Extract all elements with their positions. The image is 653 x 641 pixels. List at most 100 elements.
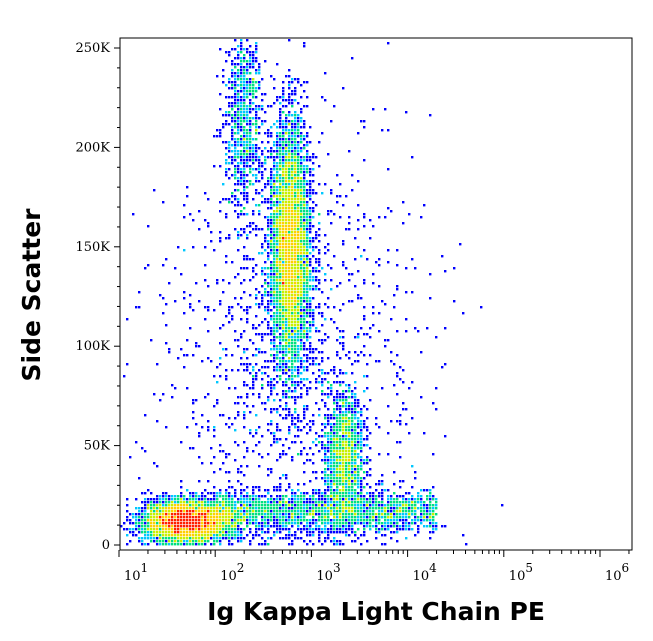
density-cell bbox=[186, 534, 189, 537]
density-cell bbox=[399, 495, 402, 498]
density-cell bbox=[306, 321, 309, 324]
density-cell bbox=[294, 315, 297, 318]
density-cell bbox=[300, 210, 303, 213]
density-cell bbox=[288, 102, 291, 105]
density-cell bbox=[393, 471, 396, 474]
density-cell bbox=[294, 189, 297, 192]
density-cell bbox=[228, 168, 231, 171]
density-cell bbox=[171, 522, 174, 525]
density-cell bbox=[321, 357, 324, 360]
density-cell bbox=[273, 522, 276, 525]
density-cell bbox=[291, 495, 294, 498]
density-cell bbox=[273, 210, 276, 213]
density-cell bbox=[255, 348, 258, 351]
density-cell bbox=[315, 156, 318, 159]
density-cell bbox=[375, 522, 378, 525]
density-cell bbox=[348, 402, 351, 405]
density-cell bbox=[246, 108, 249, 111]
density-cell bbox=[288, 486, 291, 489]
density-cell bbox=[432, 519, 435, 522]
density-cell bbox=[270, 381, 273, 384]
density-cell bbox=[285, 285, 288, 288]
density-cell bbox=[363, 282, 366, 285]
density-cell bbox=[273, 345, 276, 348]
density-cell bbox=[153, 522, 156, 525]
density-cell bbox=[153, 507, 156, 510]
density-cell bbox=[216, 399, 219, 402]
density-cell bbox=[288, 414, 291, 417]
density-cell bbox=[162, 513, 165, 516]
density-cell bbox=[282, 393, 285, 396]
density-cell bbox=[201, 495, 204, 498]
density-cell bbox=[162, 201, 165, 204]
density-cell bbox=[174, 534, 177, 537]
density-cell bbox=[288, 528, 291, 531]
density-cell bbox=[261, 189, 264, 192]
density-cell bbox=[258, 147, 261, 150]
density-cell bbox=[411, 417, 414, 420]
density-cell bbox=[285, 258, 288, 261]
density-cell bbox=[183, 291, 186, 294]
density-cell bbox=[288, 333, 291, 336]
density-cell bbox=[285, 525, 288, 528]
density-cell bbox=[207, 519, 210, 522]
density-cell bbox=[360, 447, 363, 450]
density-cell bbox=[333, 465, 336, 468]
density-cell bbox=[327, 210, 330, 213]
density-cell bbox=[240, 84, 243, 87]
density-cell bbox=[384, 543, 387, 546]
density-cell bbox=[312, 312, 315, 315]
density-cell bbox=[402, 498, 405, 501]
density-cell bbox=[327, 414, 330, 417]
density-cell bbox=[393, 498, 396, 501]
density-cell bbox=[231, 261, 234, 264]
density-cell bbox=[240, 534, 243, 537]
density-cell bbox=[315, 498, 318, 501]
density-cell bbox=[297, 201, 300, 204]
density-cell bbox=[216, 381, 219, 384]
density-cell bbox=[303, 258, 306, 261]
density-cell bbox=[270, 288, 273, 291]
density-cell bbox=[279, 363, 282, 366]
density-cell bbox=[300, 366, 303, 369]
density-cell bbox=[147, 537, 150, 540]
density-cell bbox=[309, 174, 312, 177]
density-cell bbox=[369, 504, 372, 507]
density-cell bbox=[270, 186, 273, 189]
density-cell bbox=[267, 501, 270, 504]
density-cell bbox=[261, 321, 264, 324]
density-cell bbox=[270, 387, 273, 390]
density-cell bbox=[363, 516, 366, 519]
density-cell bbox=[387, 510, 390, 513]
density-cell bbox=[282, 93, 285, 96]
density-cell bbox=[243, 489, 246, 492]
density-cell bbox=[348, 150, 351, 153]
density-cell bbox=[129, 513, 132, 516]
density-cell bbox=[387, 519, 390, 522]
density-cell bbox=[261, 294, 264, 297]
density-cell bbox=[333, 543, 336, 546]
density-cell bbox=[270, 234, 273, 237]
density-cell bbox=[252, 174, 255, 177]
density-cell bbox=[291, 90, 294, 93]
density-cell bbox=[222, 123, 225, 126]
density-cell bbox=[162, 498, 165, 501]
density-cell bbox=[198, 522, 201, 525]
density-cell bbox=[405, 111, 408, 114]
density-cell bbox=[348, 228, 351, 231]
density-cell bbox=[240, 66, 243, 69]
density-cell bbox=[294, 159, 297, 162]
density-cell bbox=[243, 60, 246, 63]
density-cell bbox=[306, 249, 309, 252]
density-cell bbox=[390, 537, 393, 540]
density-cell bbox=[330, 426, 333, 429]
density-cell bbox=[432, 495, 435, 498]
density-cell bbox=[351, 465, 354, 468]
density-cell bbox=[219, 516, 222, 519]
density-cell bbox=[234, 66, 237, 69]
density-cell bbox=[345, 522, 348, 525]
density-cell bbox=[354, 522, 357, 525]
density-cell bbox=[279, 231, 282, 234]
density-cell bbox=[324, 435, 327, 438]
density-cell bbox=[336, 519, 339, 522]
